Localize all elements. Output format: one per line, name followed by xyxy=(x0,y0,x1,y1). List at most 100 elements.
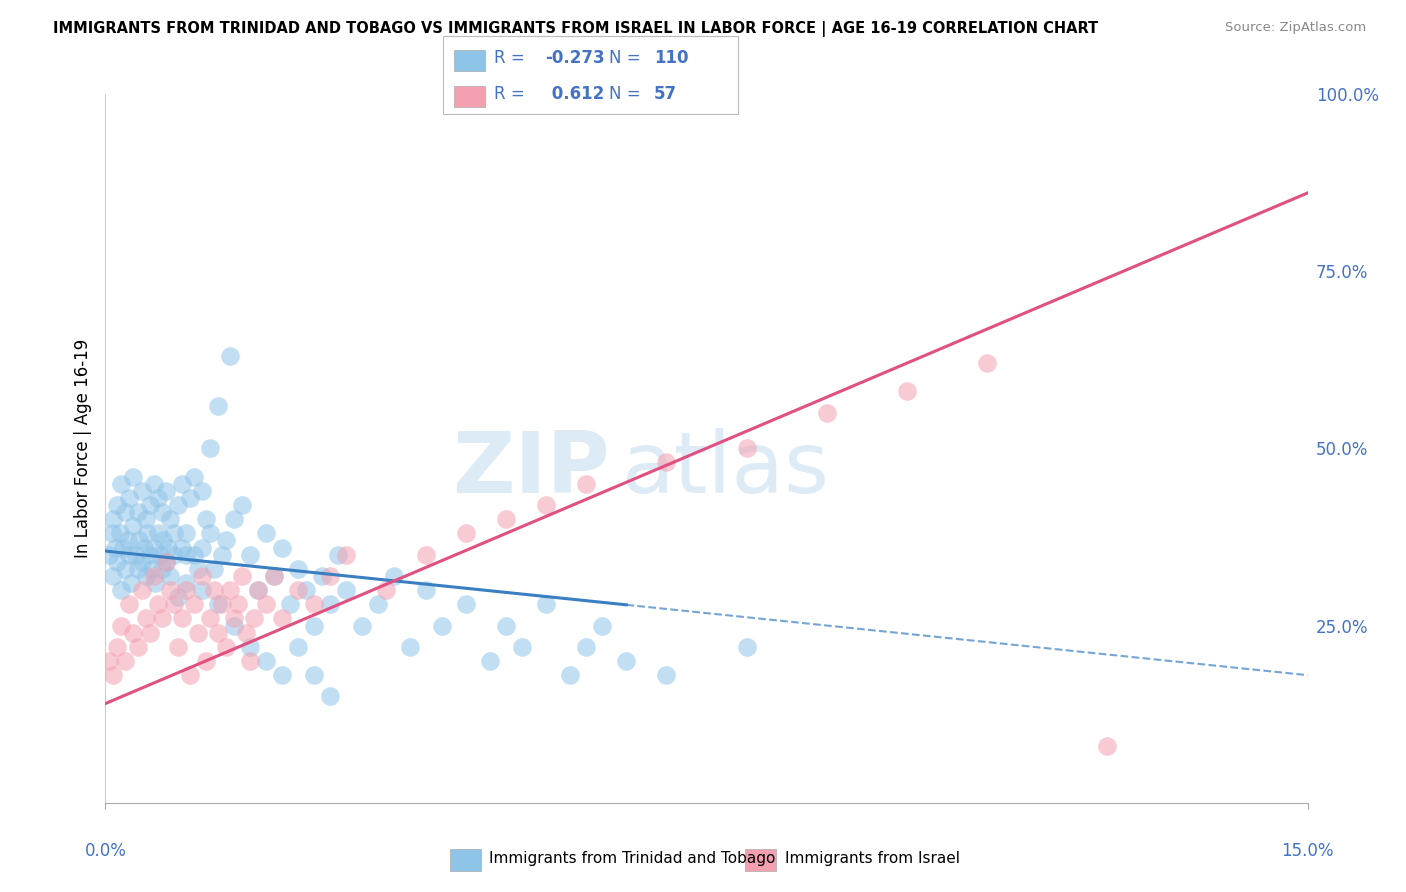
Point xyxy=(263,569,285,583)
Text: ZIP: ZIP xyxy=(453,428,610,511)
Text: IMMIGRANTS FROM TRINIDAD AND TOBAGO VS IMMIGRANTS FROM ISRAEL IN LABOR FORCE | A: IMMIGRANTS FROM TRINIDAD AND TOBAGO VS I… xyxy=(53,21,1098,37)
Point xyxy=(270,611,292,625)
Point xyxy=(222,512,245,526)
Point xyxy=(138,498,160,512)
Point xyxy=(127,640,149,654)
Point xyxy=(107,640,129,654)
Text: Source: ZipAtlas.com: Source: ZipAtlas.com xyxy=(1226,21,1367,34)
Point xyxy=(735,640,758,654)
Point xyxy=(122,519,145,533)
Point xyxy=(319,597,342,611)
Y-axis label: In Labor Force | Age 16-19: In Labor Force | Age 16-19 xyxy=(73,339,91,558)
Point xyxy=(114,505,136,519)
Point xyxy=(815,406,838,420)
Point xyxy=(142,541,165,555)
Point xyxy=(103,668,125,682)
Point xyxy=(135,512,157,526)
Point xyxy=(194,512,217,526)
Point xyxy=(150,562,173,576)
Point xyxy=(98,654,121,668)
Text: Immigrants from Trinidad and Tobago: Immigrants from Trinidad and Tobago xyxy=(489,851,776,866)
Point xyxy=(287,583,309,598)
Point xyxy=(183,469,205,483)
Point xyxy=(132,541,155,555)
Point xyxy=(138,625,160,640)
Point xyxy=(114,654,136,668)
Point xyxy=(194,654,217,668)
Point xyxy=(118,597,141,611)
Point xyxy=(254,597,277,611)
Point xyxy=(202,583,225,598)
Point xyxy=(103,512,125,526)
Point xyxy=(575,640,598,654)
Point xyxy=(159,583,181,598)
Point xyxy=(155,483,177,498)
Point xyxy=(159,569,181,583)
Point xyxy=(127,505,149,519)
Point xyxy=(131,555,153,569)
Point xyxy=(183,597,205,611)
Point xyxy=(122,469,145,483)
Text: -0.273: -0.273 xyxy=(546,49,605,67)
Point xyxy=(254,654,277,668)
Point xyxy=(536,597,558,611)
Point xyxy=(239,548,262,562)
Point xyxy=(190,569,212,583)
Point xyxy=(335,583,357,598)
Point xyxy=(110,618,132,632)
Point xyxy=(135,569,157,583)
Point xyxy=(179,668,201,682)
Point xyxy=(319,569,342,583)
Point xyxy=(222,611,245,625)
Point xyxy=(235,625,257,640)
Point xyxy=(162,597,184,611)
Text: 15.0%: 15.0% xyxy=(1281,842,1334,860)
Point xyxy=(1097,739,1119,753)
Point xyxy=(118,491,141,505)
Point xyxy=(107,498,129,512)
Point xyxy=(143,576,166,591)
Point xyxy=(207,625,229,640)
Point xyxy=(131,583,153,598)
Point xyxy=(190,483,212,498)
Point xyxy=(350,618,373,632)
Point xyxy=(231,569,253,583)
Point xyxy=(575,476,598,491)
Point xyxy=(146,597,169,611)
Point xyxy=(112,541,135,555)
Point xyxy=(183,548,205,562)
Point xyxy=(114,562,136,576)
Point xyxy=(335,548,357,562)
Point xyxy=(226,597,249,611)
Point xyxy=(174,548,197,562)
Point xyxy=(456,597,478,611)
Point xyxy=(198,526,221,541)
Point xyxy=(152,533,174,548)
Point xyxy=(239,654,262,668)
Point xyxy=(399,640,422,654)
Point xyxy=(146,526,169,541)
Point xyxy=(120,576,142,591)
Point xyxy=(655,668,678,682)
Text: 0.0%: 0.0% xyxy=(84,842,127,860)
Point xyxy=(278,597,301,611)
Text: R =: R = xyxy=(494,49,524,67)
Point xyxy=(495,512,517,526)
Point xyxy=(155,555,177,569)
Point xyxy=(479,654,502,668)
Point xyxy=(166,498,188,512)
Point xyxy=(138,548,160,562)
Point xyxy=(190,541,212,555)
Point xyxy=(174,576,197,591)
Point xyxy=(218,349,240,363)
Point xyxy=(211,597,233,611)
Text: 0.612: 0.612 xyxy=(546,85,603,103)
Point xyxy=(156,541,179,555)
Point xyxy=(231,498,253,512)
Point xyxy=(374,583,398,598)
Point xyxy=(214,640,236,654)
Point xyxy=(170,476,193,491)
Point xyxy=(302,668,325,682)
Point xyxy=(159,512,181,526)
Point xyxy=(101,526,124,541)
